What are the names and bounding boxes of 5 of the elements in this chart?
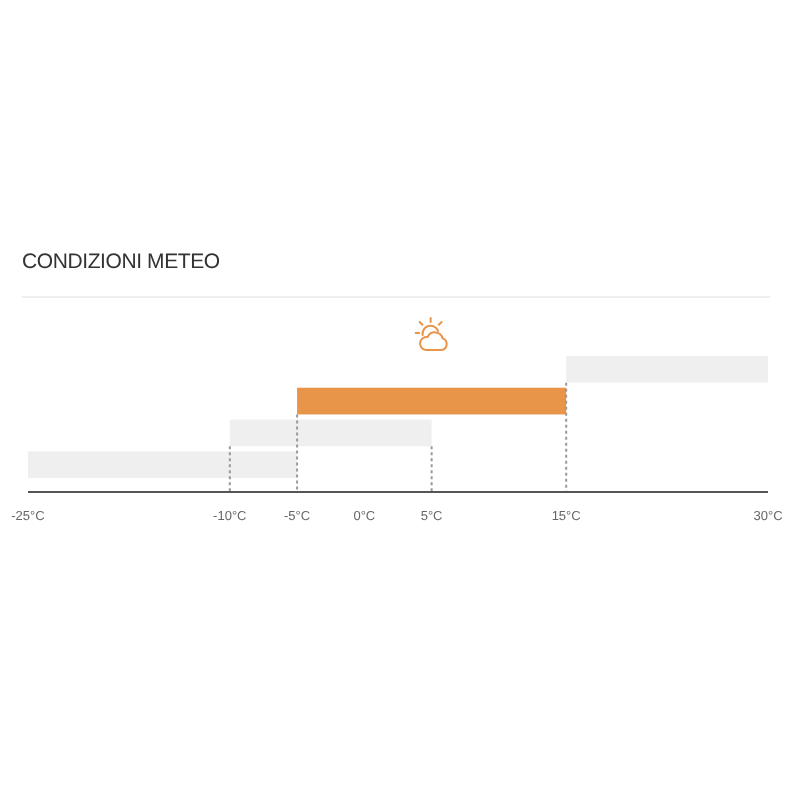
bar bbox=[28, 451, 298, 479]
bar bbox=[229, 419, 432, 447]
bar bbox=[297, 387, 567, 415]
chart-title: CONDIZIONI METEO bbox=[22, 250, 220, 274]
bar bbox=[566, 355, 768, 383]
